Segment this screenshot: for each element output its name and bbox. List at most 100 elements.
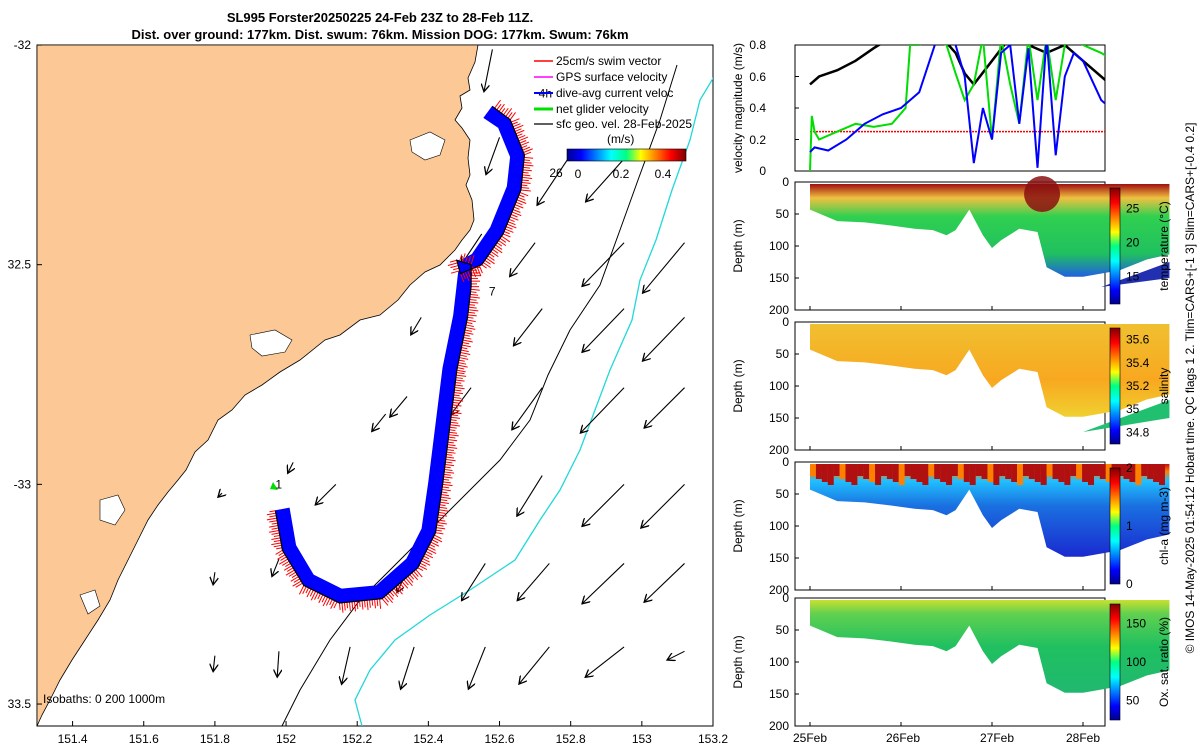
chl-max-cell: [1005, 464, 1012, 479]
chl-max-cell: [898, 464, 905, 485]
swim-vector: [447, 446, 458, 449]
chl-max-cell: [987, 464, 994, 482]
swim-vector: [524, 151, 532, 156]
swim-vector: [498, 240, 507, 247]
swim-vector: [439, 506, 448, 509]
swim-vector: [523, 148, 533, 153]
swim-vector: [273, 544, 282, 548]
swim-vector: [273, 534, 280, 537]
swim-vector: [446, 449, 454, 451]
map-legend: 25cm/s swim vector GPS surface velocity …: [534, 54, 692, 131]
isobaths: [281, 64, 713, 726]
chl-a-ytick-label: 0: [782, 455, 789, 469]
oxygen-colorbar-tick: 150: [1126, 616, 1146, 630]
swim-vector: [490, 251, 499, 258]
swim-vector: [507, 221, 516, 226]
chl-max-cell: [946, 464, 953, 485]
swim-vector: [446, 454, 453, 456]
swim-vector: [471, 268, 477, 278]
swim-vector: [467, 316, 474, 319]
swim-vector: [467, 314, 477, 317]
swim-vector: [353, 601, 357, 612]
glider-track-map: 14h267 25cm/s swim vector GPS surface ve…: [8, 38, 729, 746]
map-ytick-label: -33: [14, 477, 32, 491]
swim-vector: [452, 406, 459, 409]
swim-vector: [501, 235, 511, 243]
swim-vector: [379, 598, 382, 609]
date-xtick: 28Feb: [1066, 731, 1100, 745]
geo-velocity-arrow: [213, 572, 215, 584]
swim-vector: [463, 336, 472, 340]
swim-vector: [506, 223, 517, 229]
swim-vector: [346, 602, 349, 609]
swim-vector: [444, 466, 451, 469]
temperature-ylabel: Depth (m): [731, 219, 745, 272]
swim-vector: [469, 301, 479, 304]
swim-vector: [507, 112, 513, 119]
swim-vector: [409, 574, 415, 580]
swim-vector: [510, 213, 518, 218]
swim-vector: [266, 517, 277, 521]
swim-vector: [447, 444, 456, 447]
chl-max-cell: [875, 464, 882, 485]
geo-velocity-arrow: [518, 563, 550, 599]
isobaths-label: Isobaths: 0 200 1000m: [43, 692, 165, 706]
swim-vector: [504, 228, 514, 233]
swim-vector: [470, 291, 477, 293]
swim-vector: [439, 501, 449, 504]
swim-vector: [455, 379, 465, 382]
chl-max-cell: [1135, 464, 1142, 485]
chl-max-cell: [1034, 464, 1041, 482]
geo-velocity-arrow: [583, 242, 625, 286]
swim-vector: [359, 600, 361, 607]
swim-vector: [464, 257, 468, 264]
swim-vector: [462, 253, 466, 263]
swim-vector: [466, 319, 476, 323]
swim-vector: [286, 567, 294, 572]
swim-vector: [444, 471, 455, 474]
swim-vector: [461, 344, 471, 348]
swim-vector: [456, 369, 466, 373]
salinity-ytick-label: 100: [769, 379, 789, 393]
track-labels: 14h267: [275, 87, 563, 492]
geo-velocity-arrow: [586, 154, 629, 201]
geo-velocity-arrow: [288, 462, 293, 472]
map-colorbar: [566, 148, 687, 162]
swim-vector: [465, 324, 474, 328]
swim-vector: [432, 536, 443, 543]
chl-max-cell: [839, 464, 846, 479]
swim-vector: [364, 600, 366, 608]
swim-vector: [413, 570, 419, 577]
chl-max-cell: [1141, 464, 1148, 476]
swim-vector: [470, 288, 480, 291]
swim-vector: [276, 547, 283, 550]
swim-vector: [356, 601, 359, 610]
swim-vector: [445, 459, 456, 462]
salinity-ytick-label: 50: [776, 347, 790, 361]
geo-velocity-arrow: [316, 483, 337, 504]
temperature-ytick-label: 150: [769, 271, 789, 285]
swim-vector: [437, 519, 446, 522]
swim-vector: [434, 534, 442, 540]
oxygen-ylabel: Depth (m): [731, 635, 745, 688]
swim-vector: [496, 103, 502, 111]
swim-vector: [517, 134, 526, 139]
chl-max-cell: [880, 464, 887, 476]
swim-vector: [476, 266, 482, 277]
swim-vector: [293, 578, 301, 583]
swim-vector: [469, 298, 477, 301]
swim-vector: [450, 265, 459, 269]
velocity-series-net-glider-velocity: [809, 45, 1105, 171]
swim-vector: [403, 579, 409, 586]
map-xtick-label: 152.2: [342, 732, 372, 746]
swim-vector: [509, 112, 516, 120]
map-xtick-label: 153.2: [698, 732, 728, 746]
geo-velocity-arrow: [514, 308, 543, 345]
swim-vector: [482, 262, 491, 269]
date-xtick: 26Feb: [886, 731, 920, 745]
oxygen-ytick-label: 50: [776, 623, 790, 637]
geo-velocity-arrow: [668, 650, 685, 659]
swim-vector: [269, 520, 278, 523]
swim-vector: [371, 599, 374, 606]
